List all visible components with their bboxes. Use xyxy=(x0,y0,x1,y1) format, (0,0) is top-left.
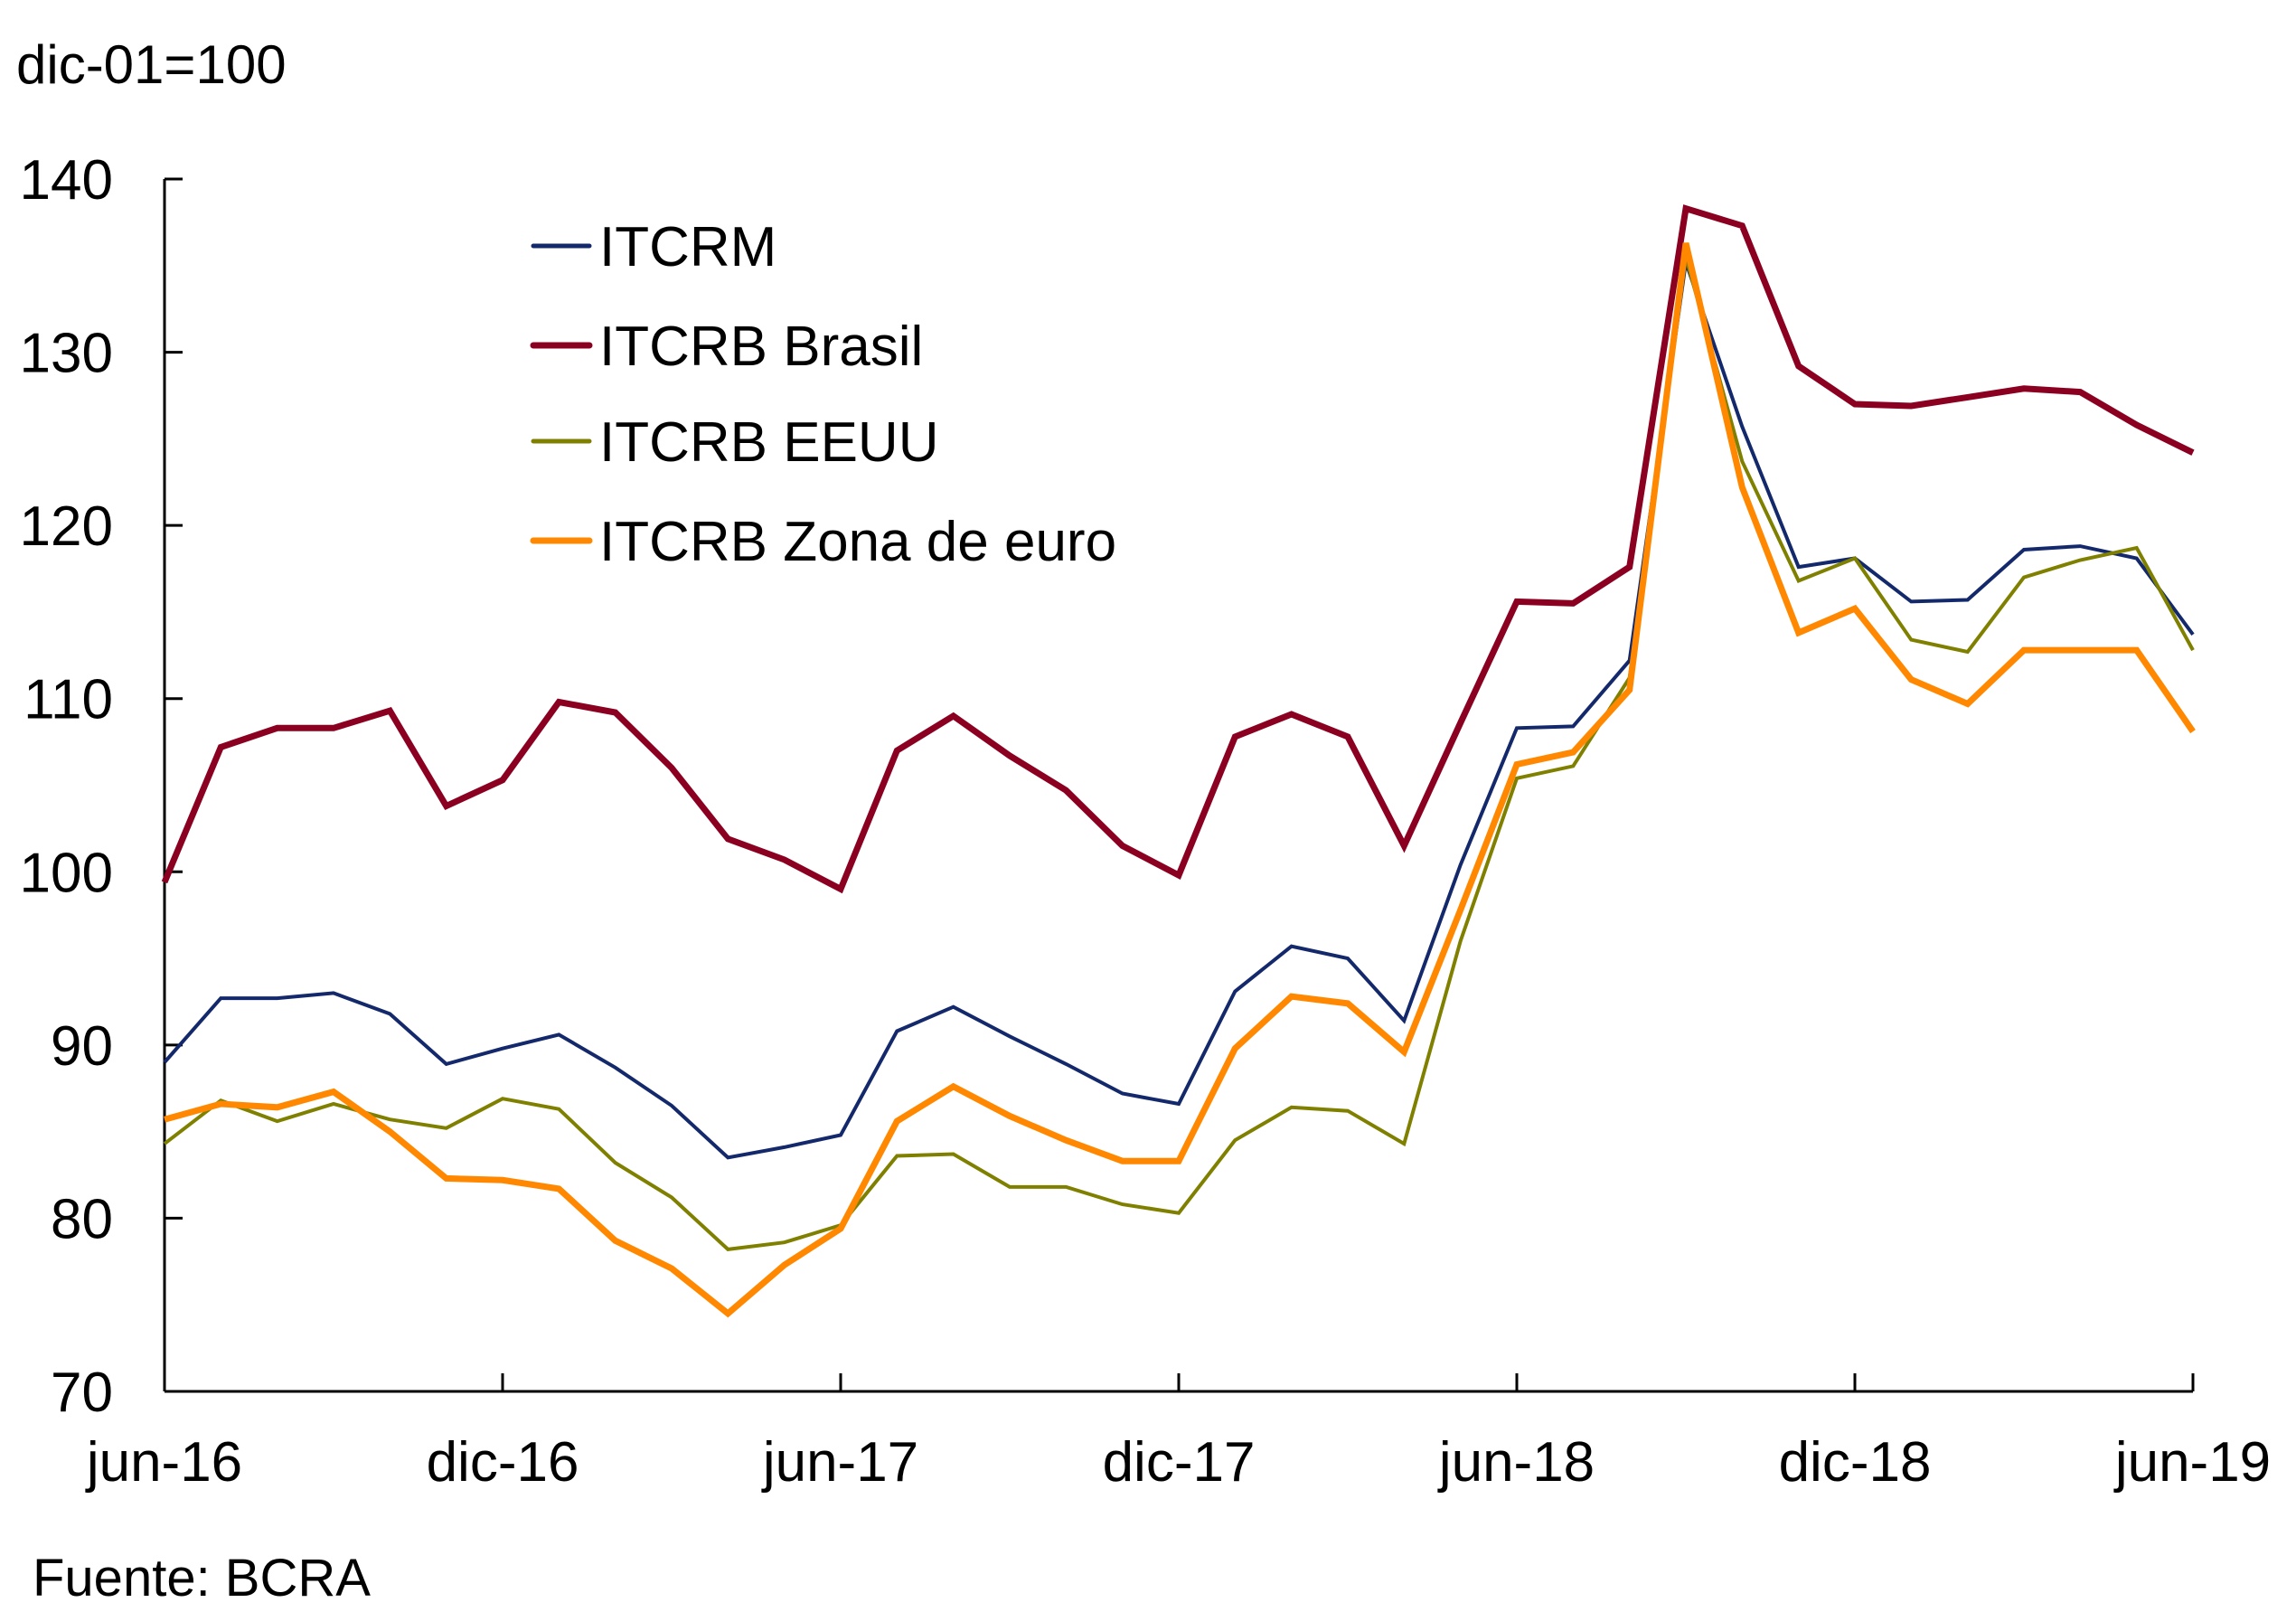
legend-item-itcrm: ITCRM xyxy=(531,216,776,278)
x-axis-ticks: jun-16 dic-16 jun-17 dic-17 jun-18 dic-18 jun-… xyxy=(85,1373,2271,1494)
legend-item-zona-euro: ITCRB Zona de euro xyxy=(530,511,1116,573)
legend-label-brasil: ITCRB Brasil xyxy=(599,316,923,378)
y-tick-label: 80 xyxy=(51,1188,113,1250)
y-tick-label: 100 xyxy=(20,842,113,904)
source-note: Fuente: BCRA xyxy=(33,1549,371,1607)
y-tick-label: 130 xyxy=(20,323,113,385)
series-line-itcrb-eeuu xyxy=(163,256,2195,1251)
y-tick-label: 140 xyxy=(20,149,113,212)
series-layer xyxy=(161,204,2196,1318)
y-tick-label: 90 xyxy=(51,1015,113,1078)
x-tick-label: dic-18 xyxy=(1779,1431,1932,1494)
x-tick-label: jun-16 xyxy=(85,1431,242,1494)
y-axis-ticks: 70 80 90 100 110 120 130 140 xyxy=(20,149,183,1424)
legend-item-brasil: ITCRB Brasil xyxy=(530,316,923,378)
x-tick-label: jun-19 xyxy=(2113,1431,2271,1494)
legend-label-zona-euro: ITCRB Zona de euro xyxy=(599,511,1116,573)
x-tick-label: jun-17 xyxy=(761,1431,918,1494)
y-tick-label: 120 xyxy=(20,495,113,558)
series-line-itcrm xyxy=(163,261,2195,1160)
series-line-itcrb-zona-de-euro xyxy=(164,242,2196,1318)
legend-label-itcrm: ITCRM xyxy=(599,216,776,278)
series-line-itcrb-brasil xyxy=(161,204,2195,894)
y-tick-label: 70 xyxy=(51,1362,113,1424)
legend-item-eeuu: ITCRB EEUU xyxy=(531,411,938,474)
x-tick-label: jun-18 xyxy=(1437,1431,1595,1494)
unit-label: dic-01=100 xyxy=(16,34,287,95)
x-tick-label: dic-16 xyxy=(427,1431,579,1494)
x-tick-label: dic-17 xyxy=(1103,1431,1256,1494)
y-tick-label: 110 xyxy=(24,669,113,731)
legend-label-eeuu: ITCRB EEUU xyxy=(599,411,938,474)
legend: ITCRM ITCRB Brasil ITCRB EEUU ITCRB Zona… xyxy=(530,216,1116,573)
